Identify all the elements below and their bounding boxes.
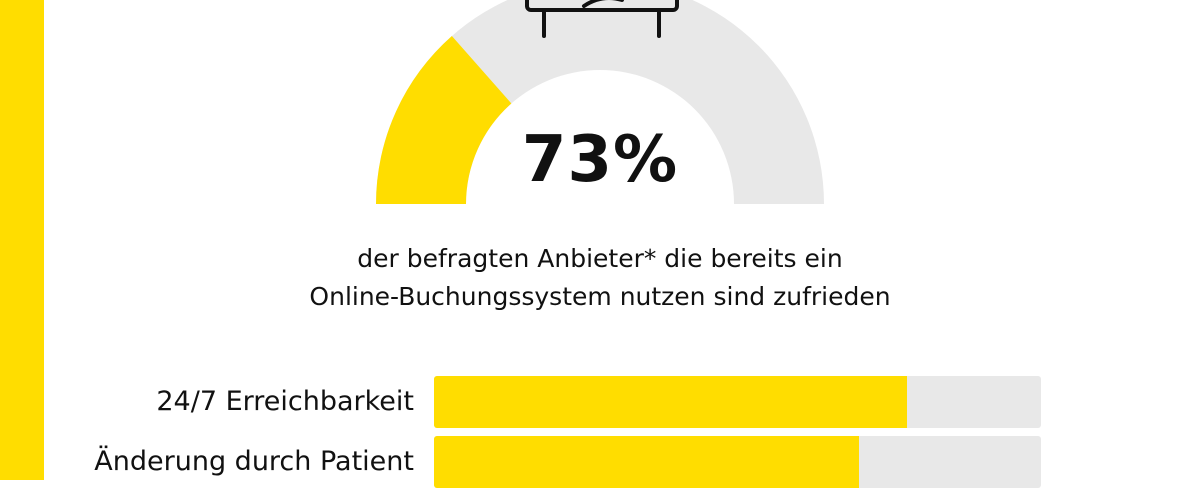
gauge-caption: der befragten Anbieter* die bereits ein …: [200, 240, 1000, 316]
caption-line-1: der befragten Anbieter* die bereits ein: [357, 244, 843, 273]
gauge-value: 73%: [521, 123, 679, 197]
bar-track: [434, 436, 1041, 488]
accent-strip: [0, 0, 44, 480]
bar-label: 24/7 Erreichbarkeit: [156, 386, 414, 417]
bar-track: [434, 376, 1041, 428]
bar-row: 24/7 Erreichbarkeit: [0, 376, 1200, 428]
gauge-track: [376, 0, 824, 204]
computer-monitor-icon: [525, 0, 679, 38]
gauge-fill: [375, 35, 512, 204]
bar-fill: [434, 376, 908, 428]
bar-label: Änderung durch Patient: [94, 446, 414, 477]
caption-line-2: Online-Buchungssystem nutzen sind zufrie…: [309, 282, 891, 311]
bar-fill: [434, 436, 859, 488]
bar-row: Änderung durch Patient: [0, 436, 1200, 488]
